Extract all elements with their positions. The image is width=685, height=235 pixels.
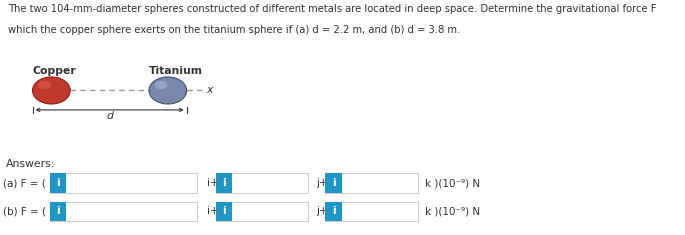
Text: i: i <box>222 178 226 188</box>
Ellipse shape <box>149 77 186 104</box>
FancyBboxPatch shape <box>50 173 66 193</box>
Text: i: i <box>56 207 60 216</box>
Text: which the copper sphere exerts on the titanium sphere if (a) d = 2.2 m, and (b) : which the copper sphere exerts on the ti… <box>8 25 460 35</box>
Text: j+: j+ <box>316 207 327 216</box>
Text: Answers:: Answers: <box>5 159 55 169</box>
FancyBboxPatch shape <box>325 201 342 221</box>
Text: i: i <box>332 207 336 216</box>
Text: (a) F = (: (a) F = ( <box>3 178 49 188</box>
Text: The two 104-mm-diameter spheres constructed of different metals are located in d: The two 104-mm-diameter spheres construc… <box>8 4 657 14</box>
FancyBboxPatch shape <box>50 201 66 221</box>
Text: i: i <box>56 178 60 188</box>
Text: j+: j+ <box>316 178 327 188</box>
FancyBboxPatch shape <box>216 173 232 193</box>
FancyBboxPatch shape <box>216 201 232 221</box>
FancyBboxPatch shape <box>216 173 308 193</box>
FancyBboxPatch shape <box>50 173 197 193</box>
FancyBboxPatch shape <box>325 173 418 193</box>
FancyBboxPatch shape <box>325 201 418 221</box>
Text: i+: i+ <box>207 178 219 188</box>
Text: i: i <box>332 178 336 188</box>
Text: Copper: Copper <box>33 66 76 76</box>
FancyBboxPatch shape <box>325 173 342 193</box>
FancyBboxPatch shape <box>50 201 197 221</box>
Text: k )(10⁻⁹) N: k )(10⁻⁹) N <box>425 207 479 216</box>
Text: i: i <box>222 207 226 216</box>
Text: Titanium: Titanium <box>149 66 203 76</box>
Text: i+: i+ <box>207 207 219 216</box>
Text: x: x <box>207 86 213 95</box>
Ellipse shape <box>38 81 51 89</box>
Text: d: d <box>106 111 113 121</box>
Ellipse shape <box>33 77 71 104</box>
Text: k )(10⁻⁹) N: k )(10⁻⁹) N <box>425 178 479 188</box>
Text: (b) F = (: (b) F = ( <box>3 207 50 216</box>
FancyBboxPatch shape <box>216 201 308 221</box>
Ellipse shape <box>154 81 168 89</box>
